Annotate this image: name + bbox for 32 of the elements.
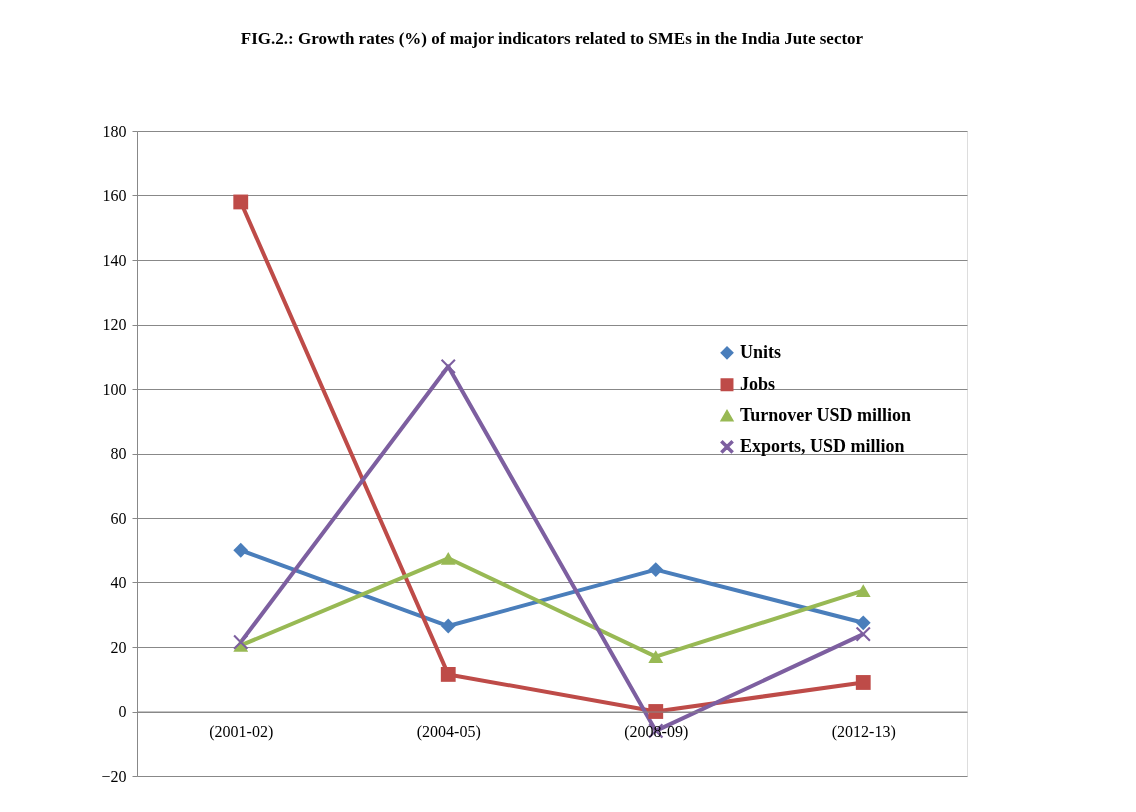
y-tick-label: 60 <box>110 509 127 527</box>
point <box>440 359 456 374</box>
point <box>440 667 456 682</box>
point <box>855 675 871 690</box>
y-tick-label: −20 <box>101 767 127 785</box>
x-tick-label: (2004-05) <box>416 723 481 741</box>
point <box>855 584 871 597</box>
point <box>648 562 664 578</box>
point <box>648 650 664 664</box>
point <box>440 551 456 565</box>
legend-label: Exports, USD million <box>740 435 905 456</box>
legend-label: Units <box>740 341 782 362</box>
y-tick-label: 160 <box>102 187 127 204</box>
y-tick-label: 0 <box>118 703 127 720</box>
y-tick-label: 20 <box>110 638 127 656</box>
point <box>855 615 871 631</box>
y-tick-label: 100 <box>102 380 127 398</box>
legend-label: Turnover USD million <box>740 404 912 425</box>
chart-title: FIG.2.: Growth rates (%) of major indicators related to SMEs in the India Jute sector <box>240 29 864 48</box>
y-tick-label: 140 <box>102 251 127 269</box>
x-tick-label: (2001-02) <box>209 723 274 741</box>
point <box>233 634 249 650</box>
y-tick-label: 80 <box>110 445 127 462</box>
point <box>440 618 456 634</box>
point <box>233 194 249 210</box>
y-tick-label: 180 <box>102 122 127 140</box>
y-tick-label: 120 <box>102 316 127 333</box>
x-tick-label: (2012-13) <box>831 723 896 741</box>
y-tick-label: 40 <box>110 574 127 591</box>
point <box>233 542 249 558</box>
point <box>855 626 871 642</box>
legend-label: Jobs <box>740 373 776 394</box>
